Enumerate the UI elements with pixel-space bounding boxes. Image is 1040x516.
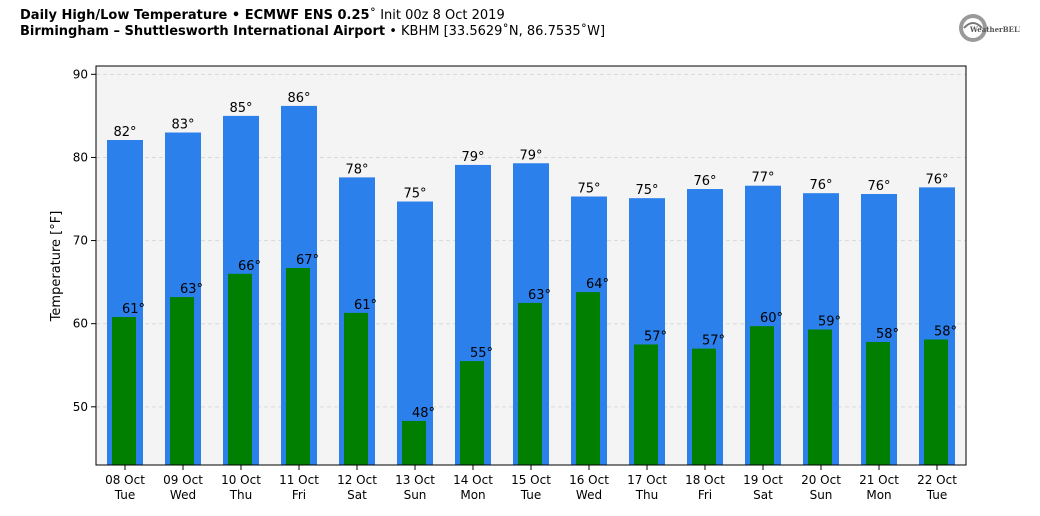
x-tick-weekday: Sun <box>404 488 427 502</box>
x-tick-date: 15 Oct <box>511 473 551 487</box>
low-temp-label: 63° <box>180 282 203 297</box>
low-temp-label: 63° <box>528 288 551 303</box>
x-tick-date: 11 Oct <box>279 473 319 487</box>
low-temp-label: 58° <box>934 324 957 339</box>
station-coords: • KBHM [33.5629˚N, 86.7535˚W] <box>385 24 606 39</box>
low-temp-label: 64° <box>586 277 609 292</box>
chart-title: Daily High/Low Temperature • ECMWF ENS 0… <box>20 8 370 23</box>
y-tick-label: 90 <box>73 67 88 81</box>
low-temp-label: 60° <box>760 311 783 326</box>
high-temp-label: 83° <box>171 118 194 133</box>
low-temp-label: 67° <box>296 253 319 268</box>
x-tick-date: 20 Oct <box>801 473 841 487</box>
x-tick-date: 12 Oct <box>337 473 377 487</box>
plot-border <box>95 65 967 466</box>
title-line: Daily High/Low Temperature • ECMWF ENS 0… <box>20 8 605 24</box>
x-tick-date: 09 Oct <box>163 473 203 487</box>
x-tick-date: 10 Oct <box>221 473 261 487</box>
x-tick-date: 08 Oct <box>105 473 145 487</box>
low-temp-label: 66° <box>238 259 261 274</box>
high-temp-label: 86° <box>287 91 310 106</box>
bars: 82° 61° 83° 63° 85° 66° 86° 67° 78° 61° 75° 48° 79° 5… <box>107 91 957 466</box>
x-tick-date: 13 Oct <box>395 473 435 487</box>
high-temp-label: 75° <box>577 182 600 197</box>
x-tick-weekday: Tue <box>520 488 542 502</box>
x-tick-weekday: Thu <box>635 488 659 502</box>
high-temp-label: 78° <box>345 162 368 177</box>
y-axis-label: Temperature [°F] <box>49 211 64 323</box>
low-temp-bar <box>286 267 310 465</box>
low-temp-bar <box>692 348 716 465</box>
x-tick-weekday: Fri <box>698 488 712 502</box>
low-temp-label: 58° <box>876 327 899 342</box>
x-tick-weekday: Sat <box>347 488 367 502</box>
low-temp-bar <box>808 329 832 465</box>
low-temp-label: 61° <box>122 302 145 317</box>
x-tick-date: 18 Oct <box>685 473 725 487</box>
low-temp-label: 57° <box>644 329 667 344</box>
high-temp-label: 76° <box>809 178 832 193</box>
low-temp-label: 48° <box>412 406 435 421</box>
low-temp-bar <box>866 341 890 465</box>
x-tick-weekday: Sun <box>810 488 833 502</box>
x-tick-weekday: Wed <box>170 488 196 502</box>
x-tick-weekday: Sat <box>753 488 773 502</box>
high-temp-label: 79° <box>519 148 542 163</box>
station-name: Birmingham – Shuttlesworth International… <box>20 24 386 39</box>
x-tick-date: 19 Oct <box>743 473 783 487</box>
low-temp-bar <box>112 317 136 465</box>
x-tick-weekday: Fri <box>292 488 306 502</box>
low-temp-label: 59° <box>818 315 841 330</box>
high-temp-label: 85° <box>229 101 252 116</box>
high-temp-label: 76° <box>693 174 716 189</box>
x-tick-date: 16 Oct <box>569 473 609 487</box>
low-temp-bar <box>750 326 774 465</box>
x-tick-weekday: Thu <box>229 488 253 502</box>
x-tick-date: 21 Oct <box>859 473 899 487</box>
y-tick-label: 60 <box>73 317 88 331</box>
logo-text: WeatherBELL <box>969 25 1020 34</box>
x-tick-weekday: Mon <box>460 488 485 502</box>
chart-header: Daily High/Low Temperature • ECMWF ENS 0… <box>20 8 605 40</box>
high-temp-label: 77° <box>751 171 774 186</box>
weatherbell-logo-icon: WeatherBELL <box>959 14 1020 42</box>
high-temp-label: 76° <box>925 172 948 187</box>
x-tick-weekday: Tue <box>114 488 136 502</box>
high-temp-label: 82° <box>113 125 136 140</box>
low-temp-bar <box>402 420 426 465</box>
high-temp-label: 76° <box>867 179 890 194</box>
x-tick-date: 17 Oct <box>627 473 667 487</box>
y-tick-label: 70 <box>73 234 88 248</box>
low-temp-bar <box>170 297 194 465</box>
title-degree-mark: ˚ <box>369 8 377 23</box>
low-temp-bar <box>344 312 368 465</box>
y-tick-label: 80 <box>73 150 88 164</box>
x-tick-weekday: Mon <box>866 488 891 502</box>
low-temp-bar <box>634 344 658 465</box>
init-time: Init 00z 8 Oct 2019 <box>376 8 505 23</box>
low-temp-bar <box>460 361 484 465</box>
high-temp-label: 75° <box>635 183 658 198</box>
high-temp-label: 79° <box>461 150 484 165</box>
x-tick-weekday: Tue <box>926 488 948 502</box>
y-tick-label: 50 <box>73 400 88 414</box>
low-temp-label: 61° <box>354 298 377 313</box>
x-tick-date: 22 Oct <box>917 473 957 487</box>
low-temp-bar <box>228 273 252 465</box>
x-tick-date: 14 Oct <box>453 473 493 487</box>
high-temp-label: 75° <box>403 186 426 201</box>
x-tick-weekday: Wed <box>576 488 602 502</box>
low-temp-bar <box>518 302 542 465</box>
y-axis: 50 60 70 80 90 <box>73 67 96 414</box>
low-temp-label: 57° <box>702 334 725 349</box>
low-temp-bar <box>576 292 600 465</box>
subtitle-line: Birmingham – Shuttlesworth International… <box>20 24 605 40</box>
low-temp-label: 55° <box>470 346 493 361</box>
low-temp-bar <box>924 339 948 465</box>
